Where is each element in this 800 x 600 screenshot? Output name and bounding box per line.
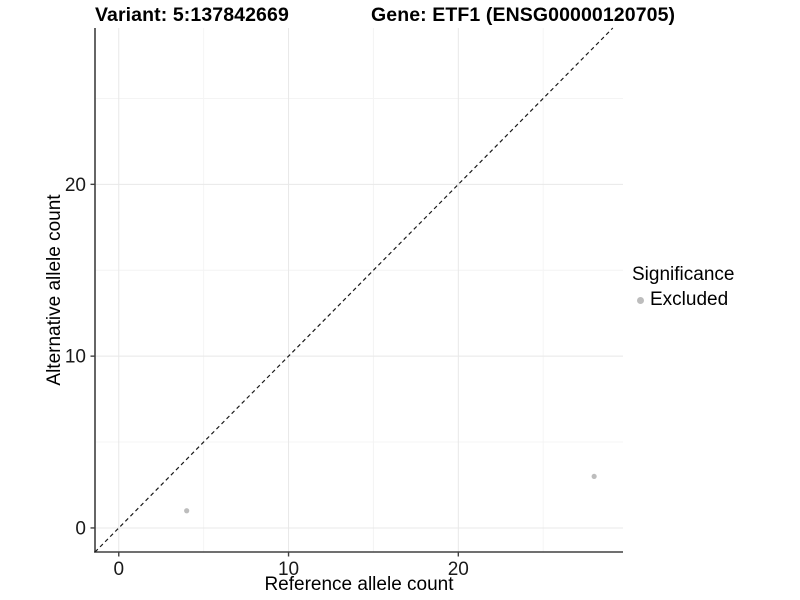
x-axis-title: Reference allele count <box>264 574 454 595</box>
variant-title: Variant: 5:137842669 <box>95 4 289 26</box>
gene-title: Gene: ETF1 (ENSG00000120705) <box>371 4 676 26</box>
x-tick-label: 0 <box>113 559 124 580</box>
x-tick-label: 20 <box>448 559 469 580</box>
data-point <box>591 473 597 480</box>
legend-item-label: Excluded <box>650 289 729 310</box>
excluded-dot-swatch <box>637 296 644 304</box>
legend-item-excluded: Excluded <box>637 289 734 311</box>
y-tick-label: 0 <box>75 518 86 539</box>
y-tick-label: 10 <box>65 347 86 368</box>
data-point <box>184 508 190 514</box>
legend-title: Significance <box>632 264 735 285</box>
y-tick-label: 20 <box>65 175 86 196</box>
identity-line <box>94 27 614 553</box>
y-axis-title: Alternative allele count <box>44 194 65 386</box>
x-tick-label: 10 <box>278 559 299 580</box>
legend: Significance Excluded <box>632 264 734 311</box>
plot-panel <box>95 28 623 552</box>
